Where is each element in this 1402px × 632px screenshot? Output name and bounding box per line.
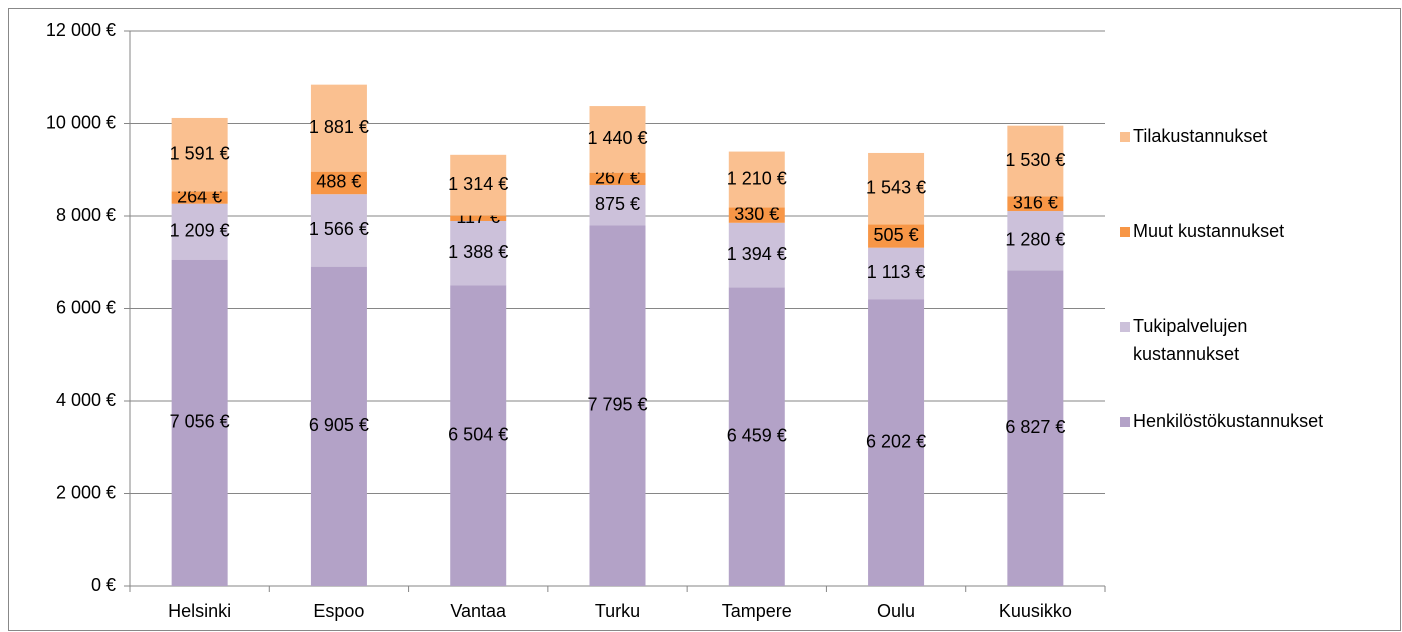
bar-segment: [728, 222, 785, 288]
bar-segment: [868, 299, 925, 586]
bar-segment: [868, 247, 925, 300]
bar-segment: [450, 220, 507, 286]
data-label: 1 280 €: [1005, 229, 1065, 249]
legend-label-line: Tukipalvelujen: [1133, 316, 1247, 336]
bar-segment: [589, 172, 646, 186]
bar-segment: [868, 152, 925, 225]
bar-segment: [310, 266, 367, 586]
bar-segment: [589, 225, 646, 586]
bar-segment: [1007, 211, 1064, 271]
x-tick-label: Vantaa: [450, 601, 507, 621]
x-tick-label: Espoo: [313, 601, 364, 621]
data-label: 7 056 €: [170, 412, 230, 432]
y-tick-label: 10 000 €: [46, 112, 116, 132]
bar-segment: [868, 224, 925, 248]
y-tick-label: 6 000 €: [56, 297, 116, 317]
data-label: 1 314 €: [448, 174, 508, 194]
x-tick-label: Kuusikko: [999, 601, 1072, 621]
data-label: 330 €: [734, 204, 779, 224]
legend-marker: [1120, 227, 1130, 237]
legend-marker: [1120, 132, 1130, 142]
data-label: 1 543 €: [866, 177, 926, 197]
data-label: 6 459 €: [727, 425, 787, 445]
data-label: 1 210 €: [727, 168, 787, 188]
bar-segment: [450, 215, 507, 221]
bar-segment: [589, 106, 646, 173]
data-label: 1 394 €: [727, 244, 787, 264]
bar-segment: [728, 207, 785, 223]
bar-segment: [1007, 270, 1064, 586]
bar-segment: [450, 285, 507, 586]
data-label: 316 €: [1013, 192, 1058, 212]
data-label: 1 209 €: [170, 220, 230, 240]
data-label: 1 440 €: [587, 128, 647, 148]
bar-segment: [310, 84, 367, 172]
data-label: 1 113 €: [867, 262, 926, 282]
data-label: 6 905 €: [309, 415, 369, 435]
legend-label: Henkilöstökustannukset: [1133, 411, 1323, 431]
bar-segment: [171, 259, 228, 586]
y-tick-label: 0 €: [91, 575, 116, 595]
legend-label-line: kustannukset: [1133, 344, 1239, 364]
bar-segment: [171, 191, 228, 204]
bar-segment: [1007, 196, 1064, 212]
legend-marker: [1120, 417, 1130, 427]
bar-segment: [171, 203, 228, 260]
y-tick-label: 4 000 €: [56, 390, 116, 410]
y-tick-label: 12 000 €: [46, 20, 116, 40]
data-label: 1 388 €: [448, 242, 508, 262]
bar-segment: [310, 171, 367, 195]
x-tick-label: Oulu: [877, 601, 915, 621]
data-label: 7 795 €: [587, 394, 647, 414]
data-label: 6 202 €: [866, 431, 926, 451]
data-label: 1 591 €: [170, 143, 230, 163]
legend-label: Tilakustannukset: [1133, 126, 1267, 146]
x-tick-label: Turku: [595, 601, 640, 621]
bar-segment: [450, 154, 507, 216]
y-tick-label: 2 000 €: [56, 482, 116, 502]
bar-segment: [728, 151, 785, 208]
y-tick-label: 8 000 €: [56, 205, 116, 225]
data-label: 6 827 €: [1005, 417, 1065, 437]
bar-segment: [589, 185, 646, 226]
bar-segment: [1007, 125, 1064, 197]
data-label: 1 881 €: [309, 117, 369, 137]
bar-segment: [728, 287, 785, 586]
data-label: 1 566 €: [309, 219, 369, 239]
legend-marker: [1120, 322, 1130, 332]
chart-frame: [8, 8, 1401, 631]
x-tick-label: Tampere: [722, 601, 792, 621]
data-label: 6 504 €: [448, 424, 508, 444]
legend-label: Tukipalvelujen kustannukset: [1133, 316, 1247, 364]
bar-segment: [310, 194, 367, 267]
data-label: 488 €: [316, 172, 361, 192]
data-label: 1 530 €: [1005, 150, 1065, 170]
data-label: 505 €: [874, 225, 919, 245]
data-label: 875 €: [595, 194, 640, 214]
bar-segment: [171, 117, 228, 192]
x-tick-label: Helsinki: [168, 601, 231, 621]
legend-label: Muut kustannukset: [1133, 221, 1284, 241]
